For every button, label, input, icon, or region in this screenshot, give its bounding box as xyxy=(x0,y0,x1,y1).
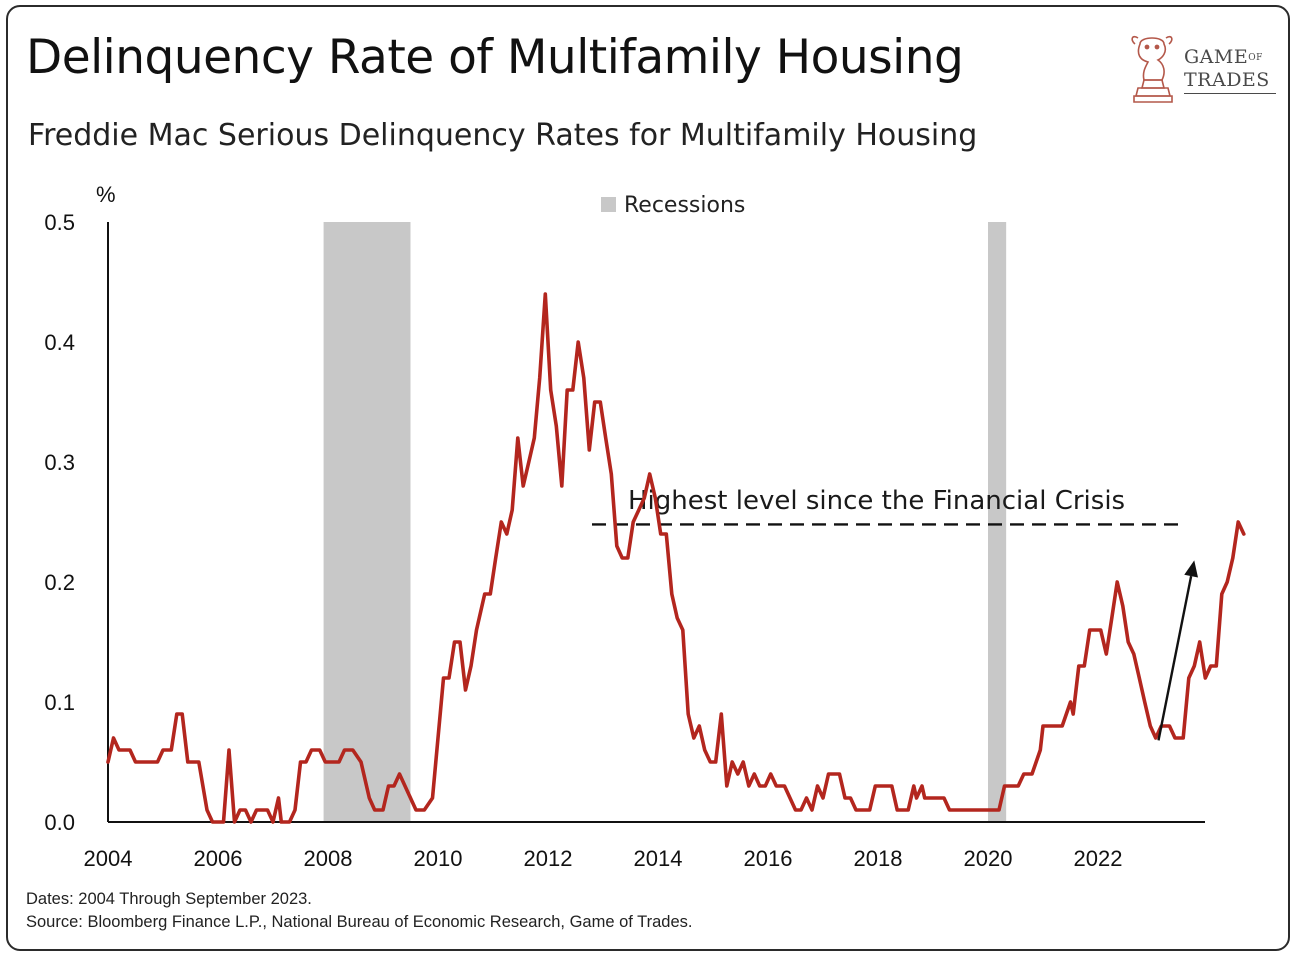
legend-label-recessions: Recessions xyxy=(624,193,745,218)
footer-source: Source: Bloomberg Finance L.P., National… xyxy=(26,913,693,931)
trend-arrow-line xyxy=(1157,575,1193,741)
x-tick-label: 2020 xyxy=(964,846,1013,871)
chart-title: Delinquency Rate of Multifamily Housing xyxy=(26,30,964,85)
x-tick-label: 2018 xyxy=(854,846,903,871)
y-axis-unit-label: % xyxy=(96,182,116,207)
x-tick-label: 2004 xyxy=(84,846,133,871)
annotation-text: Highest level since the Financial Crisis xyxy=(628,486,1125,516)
x-tick-labels: 2004 2006 2008 2010 2012 2014 2016 2018 2020 2022 xyxy=(84,846,1123,871)
chart-subtitle: Freddie Mac Serious Delinquency Rates fo… xyxy=(28,118,978,153)
y-tick-label: 0.5 xyxy=(44,210,75,235)
x-tick-label: 2006 xyxy=(194,846,243,871)
y-tick-labels: 0.0 0.1 0.2 0.3 0.4 0.5 xyxy=(44,210,75,835)
footer-dates: Dates: 2004 Through September 2023. xyxy=(26,890,312,908)
recession-band-1 xyxy=(323,222,411,822)
recession-bands xyxy=(323,222,1007,822)
recession-band-2 xyxy=(988,222,1007,822)
series-line-delinquency-rate xyxy=(106,292,1246,824)
legend-swatch-recessions xyxy=(601,197,616,212)
x-tick-label: 2010 xyxy=(414,846,463,871)
logo-divider xyxy=(1184,93,1276,94)
chart-legend: Recessions xyxy=(601,193,745,218)
y-tick-label: 0.2 xyxy=(44,570,75,595)
logo-text-game: GAMEOF xyxy=(1184,46,1263,68)
y-tick-label: 0.1 xyxy=(44,690,75,715)
trend-arrow-head xyxy=(1184,560,1198,578)
y-tick-label: 0.4 xyxy=(44,330,75,355)
x-tick-label: 2022 xyxy=(1074,846,1123,871)
y-tick-label: 0.0 xyxy=(44,810,75,835)
x-tick-label: 2014 xyxy=(634,846,683,871)
x-tick-label: 2016 xyxy=(744,846,793,871)
game-of-trades-logo: GAMEOF TRADES xyxy=(1126,30,1286,114)
logo-text-trades: TRADES xyxy=(1184,69,1270,91)
x-tick-label: 2012 xyxy=(524,846,573,871)
chess-knight-bull-icon xyxy=(1131,35,1173,103)
y-tick-label: 0.3 xyxy=(44,450,75,475)
trend-arrow xyxy=(1157,560,1198,741)
annotation: Highest level since the Financial Crisis xyxy=(592,486,1186,526)
x-tick-label: 2008 xyxy=(304,846,353,871)
